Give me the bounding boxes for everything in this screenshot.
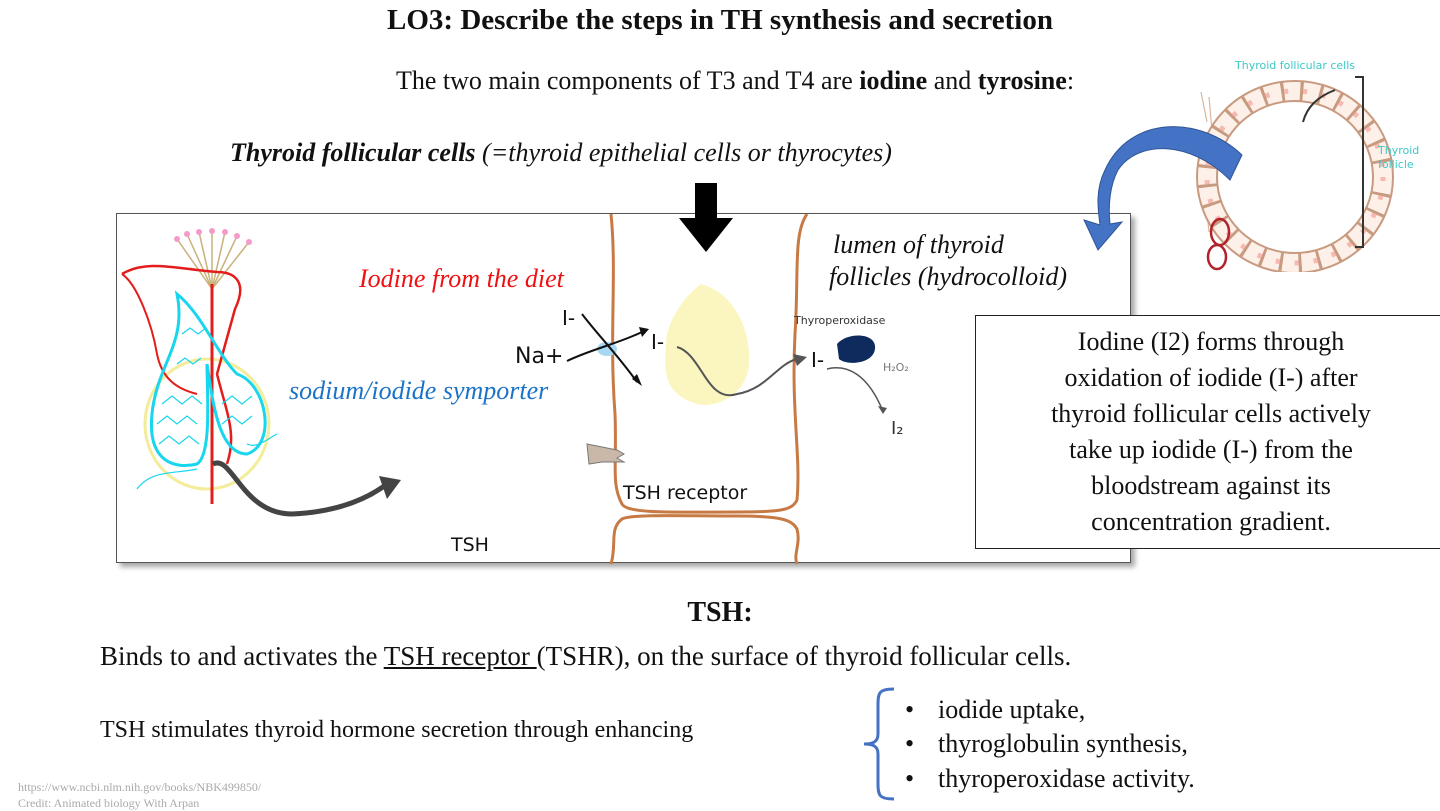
bullet-icon: • [905,695,915,724]
tsh-binds-text: Binds to and activates the TSH receptor … [100,641,1071,672]
label-lumen-2: follicles (hydrocolloid) [829,262,1068,291]
bullet-text: thyroglobulin synthesis, [938,729,1188,758]
tsh-receptor-link[interactable]: TSH receptor [383,641,537,671]
info-line: bloodstream against its [1091,471,1331,500]
bullet-text: iodide uptake, [938,695,1086,724]
label-follicular-cells: Thyroid follicular cells [1235,59,1356,72]
info-line: concentration gradient. [1091,507,1331,536]
colloid-droplet [665,284,750,405]
subtitle-tyrosine: tyrosine [977,66,1067,95]
binds-prefix: Binds to and activates the [100,641,384,671]
label-follicle-2: follicle [1378,158,1414,171]
follicular-cells-heading: Thyroid follicular cells (=thyroid epith… [230,138,892,168]
tsh-receptor-icon [586,443,626,465]
follicle-drawing [1196,76,1394,272]
label-tsh-receptor: TSH receptor [623,482,748,504]
label-symporter: sodium/iodide symporter [289,376,549,405]
thyroid-follicle-image: Thyroid follicular cells Thyroid follicl… [1195,52,1435,272]
slide-title: LO3: Describe the steps in TH synthesis … [387,4,1053,36]
binds-suffix: (TSHR), on the surface of thyroid follic… [536,641,1072,671]
curved-arrow-icon [1083,126,1243,251]
info-line: Iodine (I2) forms through [1077,327,1345,356]
thyroid-gland-illustration [121,228,401,517]
subtitle-text: and [927,66,978,95]
label-follicle-1: Thyroid [1378,144,1420,157]
label-iodine-i2: I₂ [891,418,904,439]
bullet-text: thyroperoxidase activity. [938,764,1195,793]
info-line: oxidation of iodide (I-) after [1064,363,1358,392]
thyroperoxidase-icon [837,335,876,363]
label-lumen-1: lumen of thyroid [833,230,1004,259]
bullet-icon: • [905,764,915,793]
subtitle-iodine: iodine [859,66,928,95]
label-thyroperoxidase: Thyroperoxidase [794,314,886,327]
symporter-icon [597,342,617,356]
label-iodide-lumen: I- [811,348,825,372]
credits: https://www.ncbi.nlm.nih.gov/books/NBK49… [18,779,261,811]
info-line: thyroid follicular cells actively [1051,399,1371,428]
curly-brace-icon [863,687,895,801]
diagram-drawing [121,214,887,564]
credit-text: Credit: Animated biology With Arpan [18,796,200,810]
tsh-stimulates-text: TSH stimulates thyroid hormone secretion… [100,717,694,743]
cell-diagram: Iodine from the diet sodium/iodide sympo… [116,213,1131,564]
subtitle-text: : [1066,66,1075,95]
bullet-item: • iodide uptake, [905,695,1085,725]
iodine-info-box: Iodine (I2) forms through oxidation of i… [975,315,1440,549]
bullet-item: • thyroperoxidase activity. [905,764,1195,794]
subtitle-text: The two main components of T3 and T4 are [395,66,860,95]
label-iodine-diet: Iodine from the diet [359,264,564,293]
bullet-icon: • [905,729,915,758]
follicular-cells-bold: Thyroid follicular cells [230,138,476,167]
label-h2o2: H₂O₂ [883,361,909,374]
tsh-heading: TSH: [687,597,753,628]
follicular-cells-synonyms: (=thyroid epithelial cells or thyrocytes… [475,138,892,167]
subtitle: The two main components of T3 and T4 are… [0,66,1440,96]
cell-membrane [609,214,809,564]
down-arrow-icon [679,183,733,252]
label-iodide-outside: I- [562,306,576,330]
source-url[interactable]: https://www.ncbi.nlm.nih.gov/books/NBK49… [18,780,262,794]
label-tsh: TSH [451,534,489,556]
label-iodide-inside: I- [651,330,665,354]
bullet-item: • thyroglobulin synthesis, [905,729,1188,759]
info-line: take up iodide (I-) from the [1069,435,1353,464]
label-sodium: Na+ [515,344,564,369]
